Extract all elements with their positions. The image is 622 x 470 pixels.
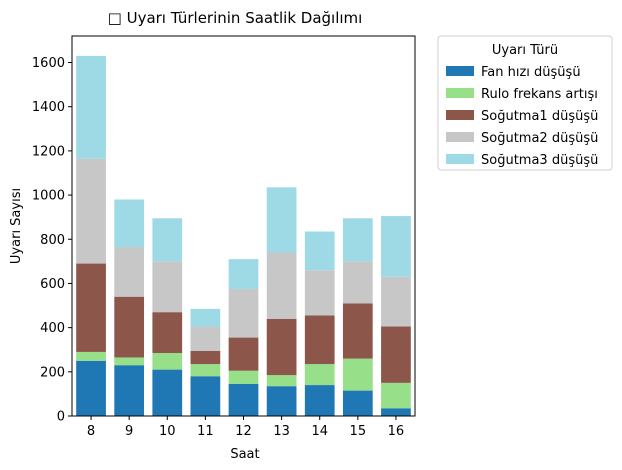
x-tick-label: 12 bbox=[235, 424, 252, 439]
bar-segment-14-series-1 bbox=[304, 364, 335, 386]
bar-segment-10-series-2 bbox=[152, 312, 183, 354]
plot-area bbox=[76, 55, 411, 416]
chart-title: □ Uyarı Türlerinin Saatlik Dağılımı bbox=[108, 9, 363, 27]
bar-segment-11-series-1 bbox=[190, 364, 221, 377]
bar-segment-9-series-2 bbox=[114, 296, 145, 358]
bar-segment-13-series-1 bbox=[266, 375, 297, 387]
bar-segment-9-series-3 bbox=[114, 246, 145, 297]
bar-segment-16-series-1 bbox=[381, 382, 411, 409]
bar-segment-11-series-0 bbox=[190, 376, 221, 416]
bar-segment-13-series-0 bbox=[266, 386, 297, 416]
y-tick-label: 0 bbox=[57, 410, 65, 425]
bar-segment-10-series-4 bbox=[152, 218, 183, 262]
bar-segment-12-series-3 bbox=[228, 288, 259, 338]
x-tick-label: 13 bbox=[273, 424, 290, 439]
bar-segment-9-series-4 bbox=[114, 199, 145, 247]
legend-label: Rulo frekans artışı bbox=[481, 87, 598, 102]
x-tick-label: 15 bbox=[350, 424, 367, 439]
bar-segment-12-series-0 bbox=[228, 383, 259, 416]
bar-segment-9-series-1 bbox=[114, 357, 145, 366]
legend-swatch bbox=[446, 154, 474, 164]
y-tick-label: 1400 bbox=[32, 100, 65, 115]
bar-segment-16-series-2 bbox=[381, 326, 411, 383]
x-tick-label: 14 bbox=[311, 424, 328, 439]
axes: 0 200 400 600 800 1000 1200 1400 1600 8 9 10 11 12 13 1… bbox=[32, 35, 416, 439]
bar-segment-10-series-3 bbox=[152, 261, 183, 313]
y-tick-label: 800 bbox=[40, 233, 65, 248]
legend-swatch bbox=[446, 110, 474, 120]
bar-segment-12-series-4 bbox=[228, 259, 259, 289]
x-tick-label: 8 bbox=[87, 424, 95, 439]
bar-segment-14-series-0 bbox=[304, 385, 335, 416]
bar-segment-14-series-4 bbox=[304, 231, 335, 271]
y-tick-label: 600 bbox=[40, 277, 65, 292]
legend-box bbox=[437, 35, 613, 171]
bar-segment-10-series-0 bbox=[152, 369, 183, 416]
y-tick-label: 1000 bbox=[32, 189, 65, 204]
bar-segment-16-series-4 bbox=[381, 216, 411, 277]
bar-segment-15-series-3 bbox=[342, 261, 373, 304]
bar-segment-11-series-4 bbox=[190, 308, 221, 327]
legend-title: Uyarı Türü bbox=[492, 43, 558, 58]
bar-segment-15-series-0 bbox=[342, 390, 373, 416]
x-tick-label: 9 bbox=[125, 424, 133, 439]
legend-label: Soğutma1 düşüşü bbox=[481, 109, 598, 124]
legend-swatch bbox=[446, 66, 474, 76]
bar-segment-15-series-4 bbox=[342, 218, 373, 262]
bar-segment-16-series-0 bbox=[381, 408, 411, 416]
bar-segment-9-series-0 bbox=[114, 365, 145, 416]
bar-segment-15-series-1 bbox=[342, 358, 373, 391]
bar-segment-8-series-0 bbox=[76, 360, 106, 416]
bar-segment-14-series-3 bbox=[304, 270, 335, 316]
bar-segment-8-series-3 bbox=[76, 158, 106, 264]
bar-segment-12-series-2 bbox=[228, 337, 259, 371]
bar-segment-8-series-2 bbox=[76, 263, 106, 352]
legend-label: Fan hızı düşüşü bbox=[481, 65, 581, 80]
bar-segment-14-series-2 bbox=[304, 315, 335, 365]
legend-swatch bbox=[446, 88, 474, 98]
legend-label: Soğutma3 düşüşü bbox=[481, 153, 598, 168]
bar-segment-12-series-1 bbox=[228, 370, 259, 384]
bar-segment-10-series-1 bbox=[152, 353, 183, 370]
x-tick-label: 10 bbox=[159, 424, 176, 439]
legend-swatch bbox=[446, 132, 474, 142]
bar-segment-13-series-4 bbox=[266, 187, 297, 253]
y-tick-label: 1600 bbox=[32, 56, 65, 71]
y-tick-label: 200 bbox=[40, 365, 65, 380]
bar-segment-13-series-2 bbox=[266, 318, 297, 376]
bar-segment-11-series-3 bbox=[190, 326, 221, 351]
y-axis-label: Uyarı Sayısı bbox=[9, 188, 24, 264]
bar-segment-15-series-2 bbox=[342, 303, 373, 359]
y-tick-label: 400 bbox=[40, 321, 65, 336]
x-axis-label: Saat bbox=[230, 447, 259, 462]
bar-segment-13-series-3 bbox=[266, 252, 297, 319]
x-tick-label: 11 bbox=[197, 424, 214, 439]
y-tick-label: 1200 bbox=[32, 144, 65, 159]
bar-segment-11-series-2 bbox=[190, 350, 221, 365]
legend: Uyarı Türü Fan hızı düşüşü Rulo frekans ar… bbox=[437, 35, 613, 171]
bar-segment-8-series-1 bbox=[76, 351, 106, 361]
legend-label: Soğutma2 düşüşü bbox=[481, 131, 598, 146]
bar-segment-8-series-4 bbox=[76, 55, 106, 159]
x-tick-label: 16 bbox=[388, 424, 405, 439]
bar-segment-16-series-3 bbox=[381, 276, 411, 327]
